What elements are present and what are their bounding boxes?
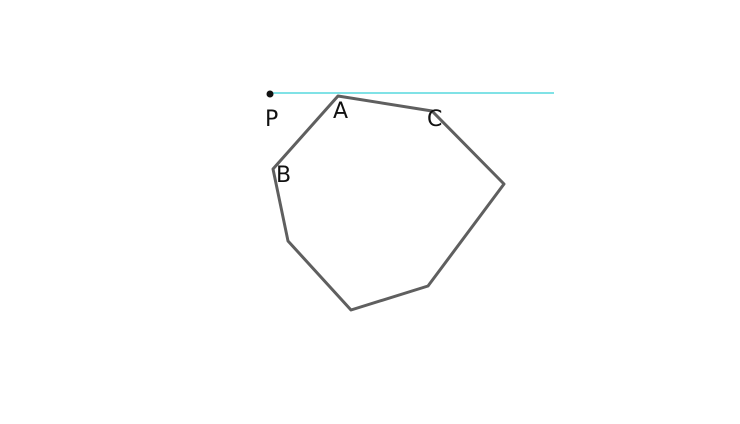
label-c: C: [427, 107, 442, 132]
point-p: [266, 90, 274, 98]
label-p: P: [265, 107, 278, 132]
label-b: B: [276, 163, 291, 188]
polygon-shape: [271, 94, 506, 312]
label-a: A: [333, 99, 348, 124]
